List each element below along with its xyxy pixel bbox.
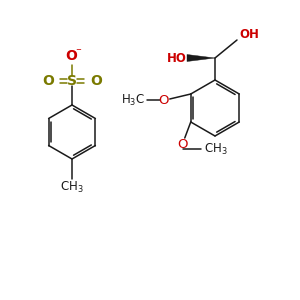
Polygon shape	[187, 55, 215, 62]
Text: H$_3$C: H$_3$C	[121, 92, 145, 108]
Text: S: S	[67, 74, 77, 88]
Text: ⁻: ⁻	[75, 47, 81, 57]
Text: O: O	[158, 94, 169, 106]
Text: CH$_3$: CH$_3$	[60, 179, 84, 194]
Text: O: O	[90, 74, 102, 88]
Text: HO: HO	[167, 52, 187, 64]
Text: O: O	[42, 74, 54, 88]
Text: O: O	[178, 137, 188, 151]
Text: O: O	[65, 49, 77, 63]
Text: CH$_3$: CH$_3$	[204, 141, 228, 157]
Text: OH: OH	[239, 28, 259, 41]
